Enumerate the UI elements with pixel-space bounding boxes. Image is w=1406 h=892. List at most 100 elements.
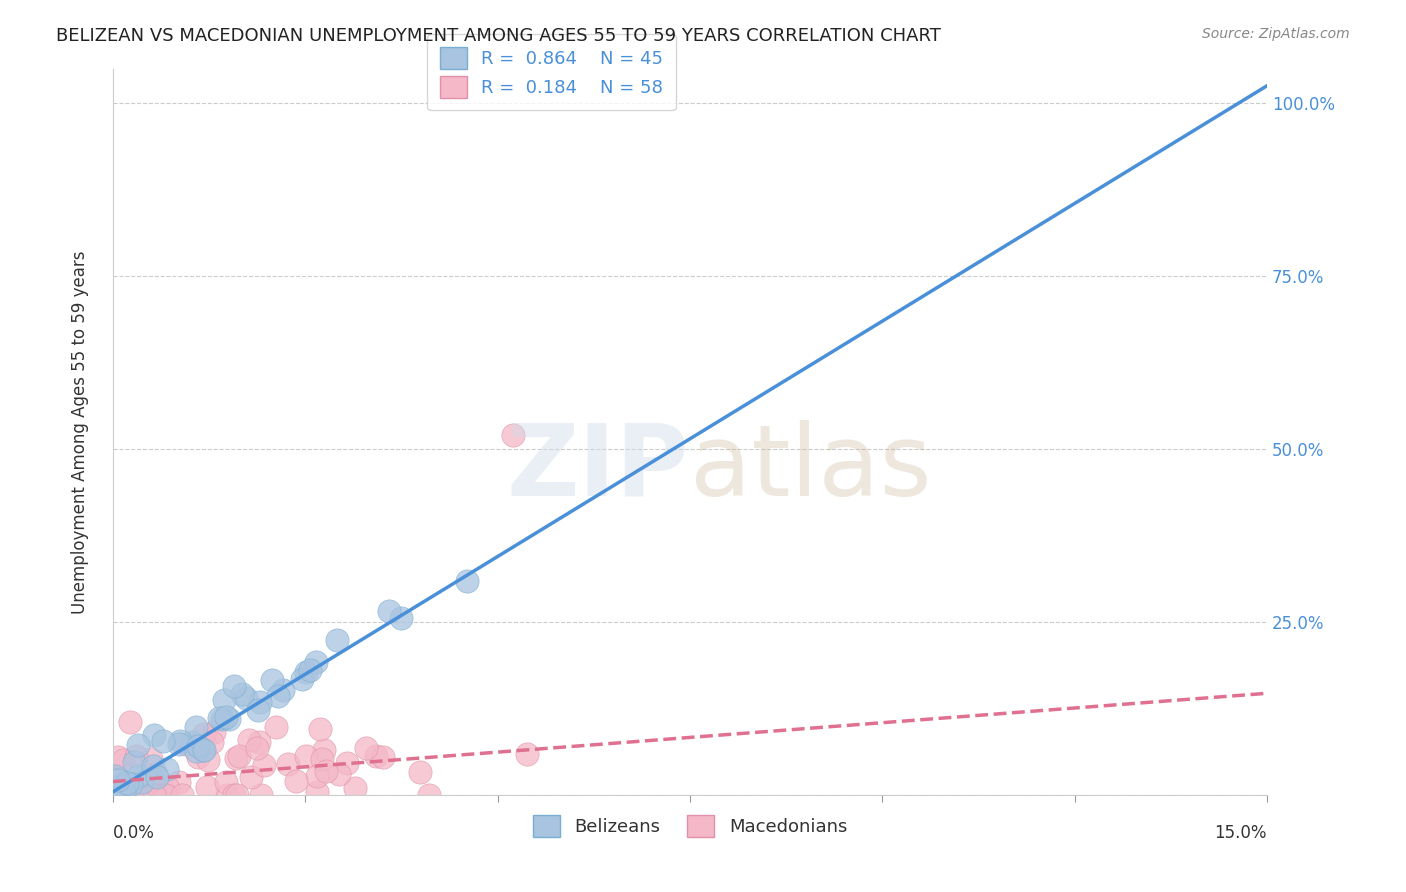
Point bbox=[215, 774, 238, 789]
Point bbox=[253, 757, 276, 772]
Point bbox=[112, 785, 135, 799]
Point bbox=[228, 749, 250, 764]
Point bbox=[308, 722, 330, 736]
Point bbox=[295, 665, 318, 679]
Point bbox=[224, 679, 246, 693]
Point bbox=[143, 728, 166, 742]
Point bbox=[516, 747, 538, 762]
Point bbox=[142, 758, 165, 772]
Point bbox=[294, 749, 316, 764]
Point bbox=[328, 767, 350, 781]
Point bbox=[215, 710, 238, 724]
Y-axis label: Unemployment Among Ages 55 to 59 years: Unemployment Among Ages 55 to 59 years bbox=[72, 251, 89, 614]
Point bbox=[235, 691, 257, 706]
Point bbox=[378, 604, 401, 618]
Text: atlas: atlas bbox=[690, 420, 932, 516]
Point bbox=[314, 743, 336, 757]
Point bbox=[285, 774, 308, 789]
Point bbox=[131, 774, 153, 789]
Point bbox=[305, 785, 328, 799]
Point bbox=[169, 734, 191, 748]
Point bbox=[127, 789, 149, 803]
Text: 0.0%: 0.0% bbox=[112, 824, 155, 842]
Point bbox=[226, 789, 249, 803]
Point bbox=[307, 769, 329, 783]
Point bbox=[231, 687, 253, 701]
Point bbox=[271, 682, 294, 697]
Point bbox=[187, 749, 209, 764]
Point bbox=[143, 789, 166, 803]
Point bbox=[202, 724, 225, 739]
Point bbox=[139, 752, 162, 766]
Point bbox=[225, 751, 247, 765]
Point bbox=[249, 695, 271, 709]
Point bbox=[193, 727, 215, 741]
Point bbox=[354, 741, 377, 756]
Point bbox=[153, 789, 176, 803]
Point bbox=[146, 789, 169, 803]
Point bbox=[336, 756, 359, 770]
Legend: Belizeans, Macedonians: Belizeans, Macedonians bbox=[526, 808, 855, 845]
Point bbox=[299, 664, 322, 678]
Text: 15.0%: 15.0% bbox=[1215, 824, 1267, 842]
Point bbox=[212, 693, 235, 707]
Point bbox=[305, 655, 328, 669]
Point bbox=[343, 781, 366, 796]
Point bbox=[107, 773, 129, 788]
Point bbox=[125, 748, 148, 763]
Point bbox=[118, 715, 141, 730]
Text: Source: ZipAtlas.com: Source: ZipAtlas.com bbox=[1202, 27, 1350, 41]
Point bbox=[174, 738, 197, 752]
Point bbox=[250, 789, 273, 803]
Point bbox=[167, 775, 190, 789]
Point bbox=[129, 787, 152, 801]
Point bbox=[246, 741, 269, 756]
Point bbox=[122, 755, 145, 769]
Point bbox=[418, 789, 440, 803]
Point bbox=[191, 743, 214, 757]
Point bbox=[184, 720, 207, 734]
Point bbox=[262, 673, 284, 688]
Point bbox=[291, 672, 314, 686]
Point bbox=[127, 769, 149, 783]
Point bbox=[264, 720, 287, 734]
Point bbox=[456, 574, 478, 588]
Point bbox=[247, 735, 270, 749]
Point bbox=[107, 789, 129, 803]
Point bbox=[142, 789, 165, 803]
Point bbox=[502, 428, 524, 442]
Point bbox=[222, 789, 245, 803]
Point bbox=[193, 743, 215, 757]
Point bbox=[315, 764, 337, 778]
Point bbox=[364, 748, 387, 763]
Point bbox=[246, 703, 269, 717]
Point bbox=[115, 776, 138, 790]
Point bbox=[172, 789, 194, 803]
Point bbox=[277, 757, 299, 772]
Point bbox=[146, 770, 169, 784]
Point bbox=[167, 737, 190, 751]
Point bbox=[187, 739, 209, 753]
Point bbox=[238, 733, 260, 747]
Point bbox=[240, 770, 263, 784]
Point bbox=[311, 751, 333, 765]
Point bbox=[111, 753, 134, 767]
Point bbox=[157, 781, 180, 796]
Point bbox=[184, 744, 207, 758]
Point bbox=[208, 711, 231, 725]
Point bbox=[181, 735, 204, 749]
Point bbox=[217, 789, 239, 803]
Point bbox=[107, 750, 129, 764]
Point bbox=[155, 789, 177, 803]
Point bbox=[326, 633, 349, 648]
Point bbox=[195, 780, 218, 795]
Point bbox=[197, 753, 219, 767]
Point bbox=[371, 750, 394, 764]
Point bbox=[143, 789, 166, 803]
Point bbox=[145, 767, 167, 781]
Text: BELIZEAN VS MACEDONIAN UNEMPLOYMENT AMONG AGES 55 TO 59 YEARS CORRELATION CHART: BELIZEAN VS MACEDONIAN UNEMPLOYMENT AMON… bbox=[56, 27, 941, 45]
Point bbox=[409, 764, 432, 779]
Point bbox=[211, 712, 233, 726]
Point bbox=[218, 712, 240, 726]
Point bbox=[152, 734, 174, 748]
